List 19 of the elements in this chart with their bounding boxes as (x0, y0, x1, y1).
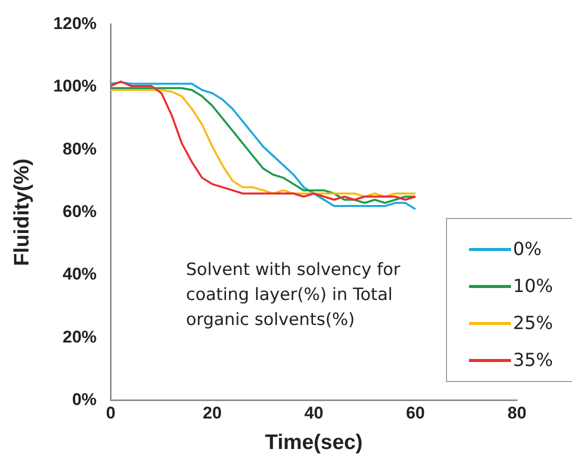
legend-label: 0% (513, 239, 542, 260)
y-tick-label: 80% (62, 139, 97, 158)
x-tick-label: 20 (202, 403, 222, 422)
y-tick-label: 60% (62, 202, 97, 221)
y-tick-label: 0% (72, 390, 97, 410)
legend-label: 10% (513, 276, 554, 297)
y-tick-label: 20% (62, 327, 97, 346)
x-tick-label: 0 (106, 403, 116, 422)
y-tick-label: 40% (62, 264, 97, 284)
legend-label: 25% (513, 313, 554, 334)
y-tick-label: 100% (53, 76, 97, 96)
y-axis-title: Fluidity(%) (10, 158, 34, 266)
legend-label: 35% (513, 350, 554, 371)
y-tick-label: 120% (53, 14, 97, 33)
x-tick-label: 60 (406, 403, 425, 422)
x-tick-label: 40 (304, 403, 324, 422)
x-tick-label: 80 (508, 403, 526, 422)
annotation: Solvent with solvency for coating layer(%) in Total organic solvents(%) (186, 259, 402, 332)
x-axis-title: Time(sec) (265, 431, 363, 454)
